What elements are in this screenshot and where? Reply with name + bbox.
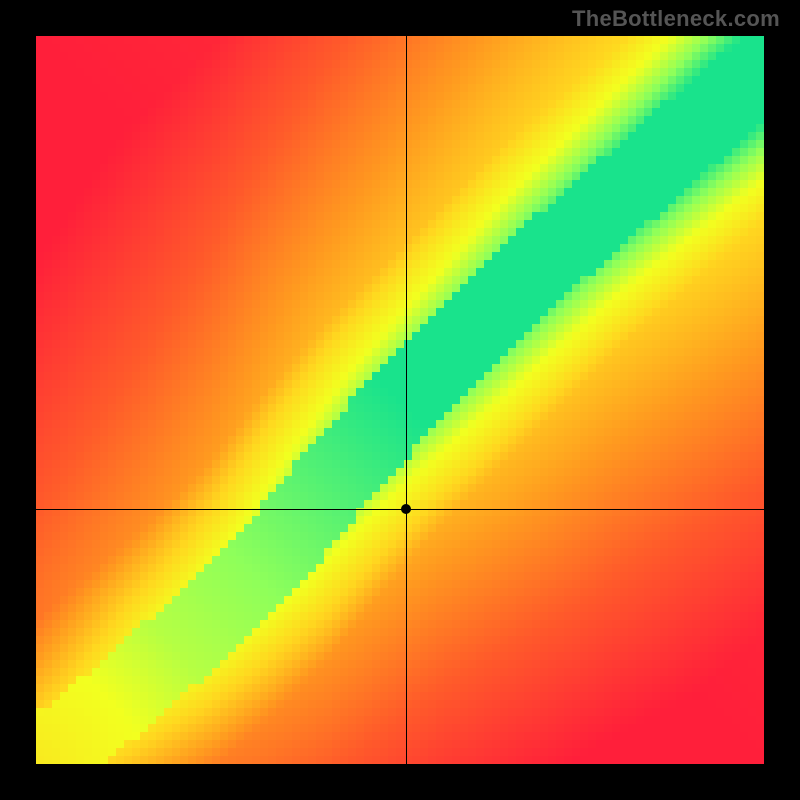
bottleneck-heatmap-canvas xyxy=(36,36,764,764)
chart-container: { "watermark": { "text": "TheBottleneck.… xyxy=(0,0,800,800)
watermark-text: TheBottleneck.com xyxy=(572,6,780,32)
heatmap-plot-area xyxy=(36,36,764,764)
